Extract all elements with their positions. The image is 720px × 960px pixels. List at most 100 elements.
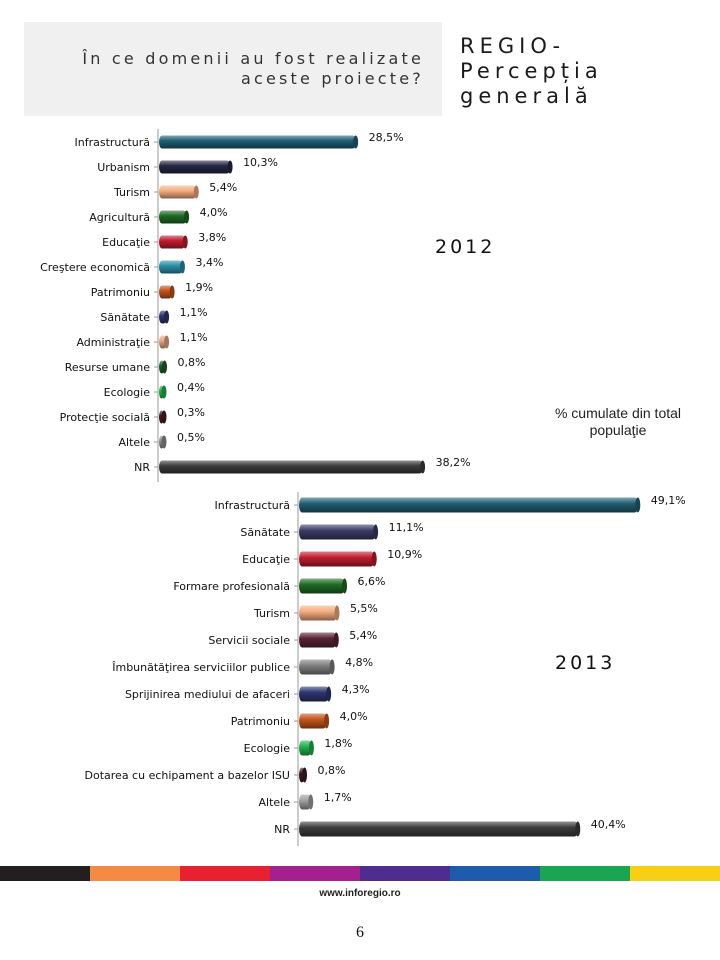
value-label: 0,4% — [177, 381, 205, 394]
value-label: 11,1% — [389, 521, 424, 534]
bar — [299, 605, 337, 621]
bar-end-cap — [179, 260, 185, 274]
value-label: 3,8% — [198, 231, 226, 244]
bar — [159, 160, 231, 174]
value-label: 0,5% — [177, 431, 205, 444]
value-label: 1,7% — [324, 791, 352, 804]
bar — [159, 235, 186, 249]
category-label: Îmbunătăţirea serviciilor publice — [111, 661, 290, 674]
category-label: Urbanism — [97, 161, 150, 174]
bar-end-cap — [326, 686, 332, 702]
category-label: Educaţie — [102, 236, 150, 249]
value-label: 5,5% — [350, 602, 378, 615]
category-label: Creştere economică — [40, 261, 150, 274]
chart-2013: Infrastructură 49,1% Sănătate 11,1% Educaţie… — [85, 492, 686, 846]
bar — [159, 210, 187, 224]
bar-end-cap — [182, 235, 188, 249]
category-label: Infrastructură — [215, 499, 291, 512]
category-label: Sănătate — [240, 526, 290, 539]
bar-end-cap — [193, 185, 199, 199]
report-title: REGIO- Percepția generală — [460, 34, 603, 108]
bar-end-cap — [420, 460, 426, 474]
bar-end-cap — [324, 713, 330, 729]
bar-end-cap — [161, 435, 167, 449]
bar-end-cap — [635, 497, 641, 513]
bar-end-cap — [169, 285, 175, 299]
color-stripe-segment — [450, 866, 540, 881]
bar-end-cap — [308, 794, 314, 810]
population-note: % cumulate din total populaţie — [554, 405, 682, 438]
value-label: 1,8% — [324, 737, 352, 750]
category-label: Resurse umane — [65, 361, 151, 374]
bar — [299, 740, 312, 756]
bar-end-cap — [302, 767, 308, 783]
bar — [159, 135, 356, 149]
category-label: Patrimoniu — [231, 715, 290, 728]
value-label: 0,8% — [318, 764, 346, 777]
category-label: Agricultură — [89, 211, 150, 224]
value-label: 10,9% — [387, 548, 422, 561]
category-label: Protecţie socială — [60, 411, 150, 424]
value-label: 1,9% — [185, 281, 213, 294]
year-label-2012: 2012 — [435, 236, 496, 258]
bar — [299, 713, 327, 729]
category-label: Sănătate — [100, 311, 150, 324]
bar — [299, 794, 311, 810]
page-number: 6 — [356, 924, 364, 941]
value-label: 10,3% — [243, 156, 278, 169]
bar — [299, 686, 329, 702]
color-stripe-segment — [540, 866, 630, 881]
bar — [299, 578, 345, 594]
bar — [299, 524, 376, 540]
value-label: 4,3% — [342, 683, 370, 696]
bar-end-cap — [353, 135, 359, 149]
bar-end-cap — [342, 578, 348, 594]
bar — [299, 659, 333, 675]
bar — [159, 460, 423, 474]
bar-end-cap — [162, 360, 168, 374]
bar-end-cap — [184, 210, 190, 224]
category-label: Turism — [253, 607, 290, 620]
category-label: NR — [134, 461, 150, 474]
category-label: Dotarea cu echipament a bazelor ISU — [85, 769, 290, 782]
value-label: 38,2% — [436, 456, 471, 469]
value-label: 1,1% — [180, 306, 208, 319]
bar — [299, 551, 375, 567]
website-link[interactable]: www.inforegio.ro — [319, 888, 401, 899]
value-label: 6,6% — [358, 575, 386, 588]
bar-end-cap — [161, 385, 167, 399]
value-label: 4,0% — [340, 710, 368, 723]
question-text: În ce domenii au fost realizate aceste p… — [82, 49, 424, 88]
bar — [159, 260, 183, 274]
color-stripe-segment — [90, 866, 180, 881]
category-label: Altele — [119, 436, 151, 449]
color-stripe-segment — [360, 866, 450, 881]
category-label: Altele — [259, 796, 291, 809]
color-stripe-segment — [0, 866, 90, 881]
value-label: 5,4% — [349, 629, 377, 642]
category-label: NR — [274, 823, 290, 836]
bar-end-cap — [329, 659, 335, 675]
value-label: 40,4% — [591, 818, 626, 831]
value-label: 3,4% — [195, 256, 223, 269]
bar-end-cap — [334, 605, 340, 621]
category-label: Servicii sociale — [208, 634, 290, 647]
category-label: Sprijinirea mediului de afaceri — [125, 688, 290, 701]
value-label: 49,1% — [651, 494, 686, 507]
category-label: Administraţie — [76, 336, 150, 349]
category-label: Ecologie — [244, 742, 291, 755]
category-label: Educaţie — [242, 553, 290, 566]
question-box: În ce domenii au fost realizate aceste p… — [24, 22, 442, 116]
bar-end-cap — [371, 551, 377, 567]
category-label: Ecologie — [104, 386, 151, 399]
bar-end-cap — [373, 524, 379, 540]
bar — [299, 497, 638, 513]
bar-end-cap — [161, 410, 167, 424]
category-label: Formare profesională — [173, 580, 290, 593]
bar-end-cap — [227, 160, 233, 174]
value-label: 4,0% — [200, 206, 228, 219]
bar-end-cap — [575, 821, 581, 837]
bar-end-cap — [164, 335, 170, 349]
year-label-2013: 2013 — [555, 652, 616, 674]
value-label: 5,4% — [209, 181, 237, 194]
